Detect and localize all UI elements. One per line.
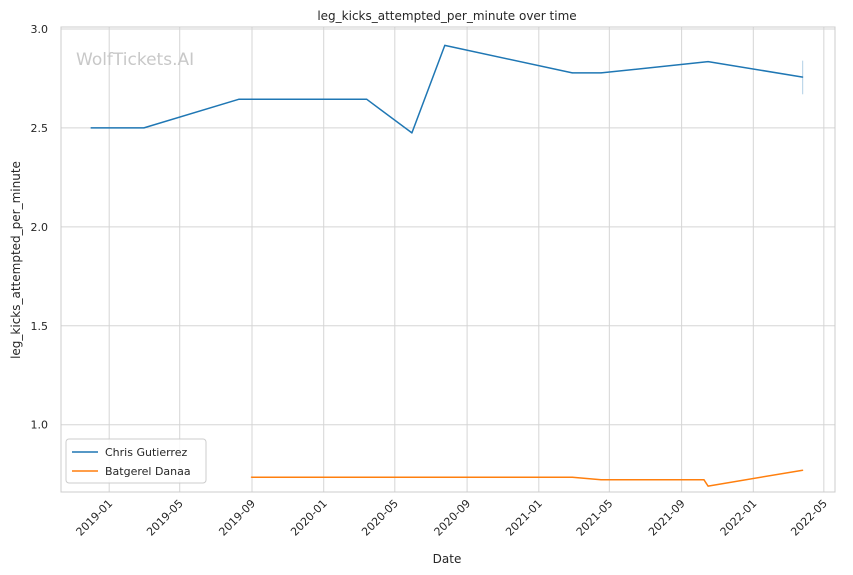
data-point-chris-gutierrez <box>238 98 240 100</box>
data-point-batgerel-danaa <box>571 476 573 478</box>
x-tick-label: 2020-01 <box>288 497 330 539</box>
x-tick-label: 2021-01 <box>503 497 545 539</box>
legend-label-batgerel-danaa: Batgerel Danaa <box>105 465 191 478</box>
y-tick-label: 2.0 <box>31 221 49 234</box>
data-point-batgerel-danaa <box>802 469 804 471</box>
x-axis-ticks: 2019-01 2019-05 2019-09 2020-01 2020-05 2020-… <box>74 497 830 539</box>
data-point-batgerel-danaa <box>600 479 602 481</box>
y-tick-label: 3.0 <box>31 23 49 36</box>
legend: Chris Gutierrez Batgerel Danaa <box>65 438 207 484</box>
legend-box <box>65 438 207 484</box>
x-tick-label: 2019-01 <box>74 497 116 539</box>
x-tick-label: 2021-05 <box>574 497 616 539</box>
data-point-chris-gutierrez <box>571 72 573 74</box>
x-tick-label: 2019-09 <box>216 497 258 539</box>
data-point-batgerel-danaa <box>703 479 705 481</box>
data-point-batgerel-danaa <box>250 476 253 478</box>
x-tick-label: 2019-05 <box>144 497 186 539</box>
y-tick-label: 1.0 <box>31 419 49 432</box>
data-point-chris-gutierrez <box>444 44 446 47</box>
y-tick-label: 2.5 <box>31 122 49 135</box>
data-point-chris-gutierrez <box>90 127 92 129</box>
x-axis-label: Date <box>433 552 462 566</box>
data-point-batgerel-danaa <box>707 485 709 487</box>
x-tick-label: 2020-05 <box>359 497 401 539</box>
x-tick-label: 2021-09 <box>646 497 688 539</box>
data-point-chris-gutierrez <box>802 76 804 78</box>
data-point-chris-gutierrez <box>366 98 368 100</box>
y-axis-label: leg_kicks_attempted_per_minute <box>9 161 23 359</box>
chart-title: leg_kicks_attempted_per_minute over time <box>317 9 576 23</box>
data-point-chris-gutierrez <box>411 132 413 134</box>
series-line-chris-gutierrez <box>91 44 803 134</box>
data-point-chris-gutierrez <box>600 72 602 74</box>
watermark-text: WolfTickets.AI <box>76 50 194 70</box>
x-tick-label: 2022-05 <box>788 497 830 539</box>
series-lines <box>90 44 804 487</box>
x-tick-label: 2020-09 <box>432 497 474 539</box>
legend-label-chris-gutierrez: Chris Gutierrez <box>105 446 187 459</box>
series-line-batgerel-danaa <box>251 469 803 487</box>
y-axis-ticks: 1.0 1.5 2.0 2.5 3.0 <box>31 23 49 432</box>
grid <box>61 27 835 492</box>
plot-frame <box>60 26 836 493</box>
x-tick-label: 2022-01 <box>718 497 760 539</box>
data-point-chris-gutierrez <box>143 127 145 129</box>
y-tick-label: 1.5 <box>31 320 49 333</box>
data-point-chris-gutierrez <box>707 61 709 63</box>
